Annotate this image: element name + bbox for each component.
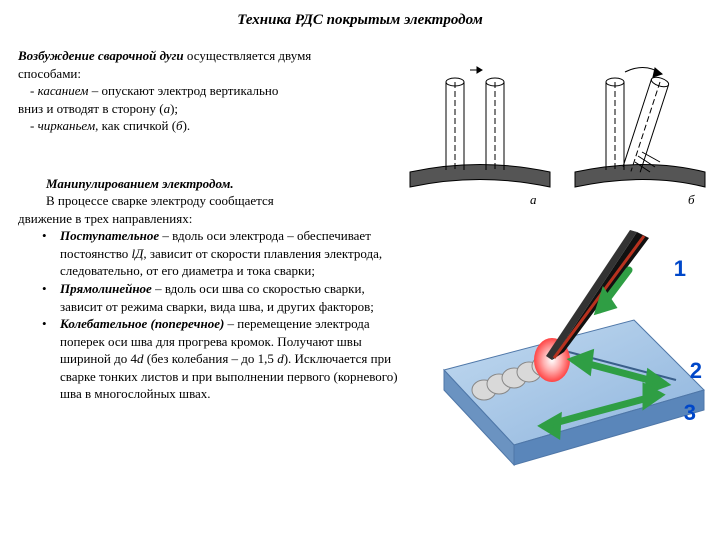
- txt: -: [30, 118, 38, 133]
- heading2: Манипулированием электродом.: [46, 176, 234, 191]
- label-3: 3: [684, 400, 696, 426]
- term2: Прямолинейное: [60, 281, 152, 296]
- method2: чирканьем: [38, 118, 96, 133]
- diagram-manipulation: 1 2 3: [424, 230, 714, 490]
- method1: касанием: [38, 83, 89, 98]
- li-2: Прямолинейное – вдоль оси шва со скорост…: [32, 280, 398, 315]
- page-title: Техника РДС покрытым электродом: [18, 12, 702, 29]
- term1: Поступательное: [60, 228, 159, 243]
- txt: );: [170, 101, 178, 116]
- label-1: 1: [674, 256, 686, 282]
- li-3: Колебательное (поперечное) – перемещение…: [32, 315, 398, 403]
- section-manipulation: Манипулированием электродом. В процессе …: [18, 175, 398, 403]
- term3: Колебательное (поперечное): [60, 316, 224, 331]
- txt: – опускают электрод вертикально: [88, 83, 278, 98]
- lead: Возбуждение сварочной дуги: [18, 48, 184, 63]
- li-1: Поступательное – вдоль оси электрода – о…: [32, 227, 398, 280]
- var-ld: lД: [132, 246, 144, 261]
- section-arc-excitation: Возбуждение сварочной дуги осуществляетс…: [18, 47, 358, 135]
- txt: , как спичкой (: [95, 118, 176, 133]
- label-2: 2: [690, 358, 702, 384]
- p1b: движение в трех направлениях:: [18, 211, 192, 226]
- t: (без колебания – до 1,5: [143, 351, 277, 366]
- label-b: б: [688, 192, 695, 208]
- p1a: В процессе сварке электроду сообщается: [46, 193, 274, 208]
- txt: -: [30, 83, 38, 98]
- txt: ).: [183, 118, 191, 133]
- txt: вниз и отводят в сторону (: [18, 101, 164, 116]
- diagram-ignition: а б: [400, 52, 710, 212]
- label-a: а: [530, 192, 537, 208]
